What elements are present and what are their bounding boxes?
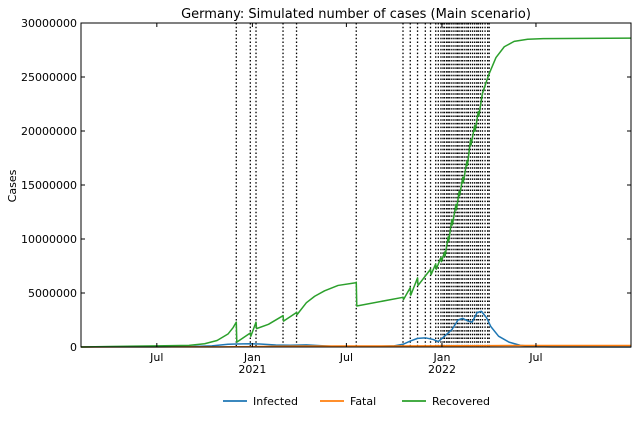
x-tick-label: Jan bbox=[432, 351, 450, 364]
legend-label-recovered: Recovered bbox=[432, 395, 490, 408]
x-tick-sublabel: 2022 bbox=[428, 363, 456, 376]
vertical-lines bbox=[235, 23, 490, 347]
series-line-infected bbox=[80, 310, 632, 348]
y-tick-label: 10000000 bbox=[21, 233, 77, 246]
x-tick-sublabel: 2021 bbox=[238, 363, 266, 376]
plot-frame bbox=[80, 22, 632, 348]
axis-ticks: 0 5000000 10000000 15000000 20000000 25000000… bbox=[21, 17, 631, 376]
x-tick-label: Jul bbox=[339, 351, 353, 364]
chart-title: Germany: Simulated number of cases (Main… bbox=[181, 7, 531, 22]
x-tick-label: Jul bbox=[528, 351, 542, 364]
y-tick-label: 30000000 bbox=[21, 17, 77, 30]
legend-label-fatal: Fatal bbox=[350, 395, 376, 408]
y-tick-label: 15000000 bbox=[21, 179, 77, 192]
x-tick-label: Jul bbox=[149, 351, 163, 364]
legend: Infected Fatal Recovered bbox=[223, 395, 490, 408]
y-tick-label: 20000000 bbox=[21, 125, 77, 138]
y-tick-label: 5000000 bbox=[28, 287, 77, 300]
legend-label-infected: Infected bbox=[253, 395, 298, 408]
y-axis-label: Cases bbox=[6, 169, 19, 202]
y-tick-label: 0 bbox=[70, 341, 77, 354]
x-tick-label: Jan bbox=[243, 351, 261, 364]
y-tick-label: 25000000 bbox=[21, 71, 77, 84]
series-lines bbox=[80, 37, 632, 348]
series-line-recovered bbox=[80, 37, 632, 348]
